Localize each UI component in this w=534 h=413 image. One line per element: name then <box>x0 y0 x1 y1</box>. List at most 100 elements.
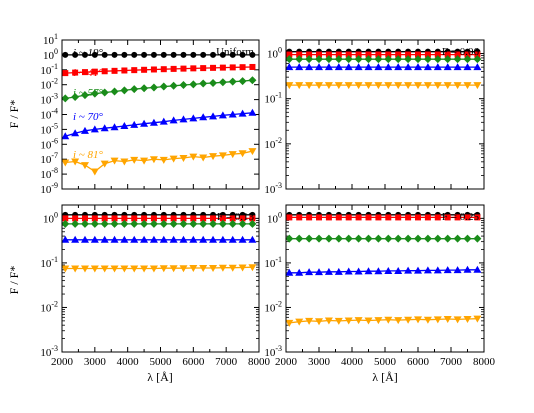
data-point <box>463 82 472 90</box>
data-point <box>71 129 80 137</box>
data-point <box>453 55 462 64</box>
data-point <box>120 121 129 129</box>
data-point <box>159 265 168 273</box>
data-point <box>285 234 294 243</box>
data-point <box>295 55 304 64</box>
data-point <box>130 156 139 164</box>
data-point <box>80 162 89 170</box>
data-point <box>334 317 343 325</box>
data-point <box>150 215 157 222</box>
data-point <box>169 81 178 90</box>
y-tick-label: 10-1 <box>264 91 282 106</box>
y-tick-label: 10-3 <box>264 181 282 196</box>
data-point <box>394 63 403 71</box>
data-point <box>149 235 158 243</box>
data-point <box>189 219 198 228</box>
data-point <box>199 154 208 162</box>
data-point <box>315 82 323 90</box>
data-point <box>414 316 422 324</box>
data-point <box>316 51 322 58</box>
x-tick-label: 6000 <box>407 356 430 368</box>
data-point <box>190 65 197 72</box>
data-point <box>384 82 393 90</box>
data-point <box>140 119 149 127</box>
data-point <box>423 316 432 324</box>
panel-bottom-left: 10-3 10-2 10-1 100 2000 3000 4000 5000 6000 7000 8… <box>40 204 271 368</box>
data-point <box>443 55 452 64</box>
y-tick-label: 10-8 <box>40 166 58 181</box>
data-point <box>120 219 129 228</box>
data-point <box>189 114 198 122</box>
data-point <box>248 219 257 228</box>
data-point <box>169 235 178 243</box>
data-point <box>305 317 314 325</box>
y-tick-label: 10-3 <box>40 92 58 107</box>
data-point <box>324 317 333 325</box>
data-point <box>344 267 353 275</box>
data-point <box>354 82 363 90</box>
data-point <box>110 123 119 131</box>
data-point <box>218 219 227 228</box>
data-point <box>209 219 218 228</box>
panel-content: 10-3 10-2 10-1 100 2000 3000 4000 5000 6000 7000 8… <box>40 205 271 368</box>
data-point <box>473 63 482 71</box>
data-point <box>90 168 99 176</box>
data-point <box>453 316 462 324</box>
data-point <box>121 51 128 58</box>
data-point <box>111 67 118 74</box>
data-point <box>344 63 353 71</box>
y-tick-label: 10-4 <box>40 107 58 122</box>
data-point <box>453 266 462 274</box>
data-point <box>306 214 313 221</box>
data-point <box>395 214 402 221</box>
data-point <box>286 51 293 58</box>
data-point <box>238 109 247 117</box>
data-point <box>285 63 294 71</box>
data-point <box>121 67 128 74</box>
data-point <box>335 214 342 221</box>
data-point <box>355 51 362 58</box>
data-point <box>315 268 323 276</box>
data-point <box>415 214 421 221</box>
data-point <box>238 150 247 158</box>
data-point <box>324 55 333 64</box>
data-point <box>159 82 168 91</box>
data-point <box>91 51 98 58</box>
data-point <box>334 234 343 243</box>
data-point <box>354 267 363 275</box>
x-tick-label: 8000 <box>248 356 271 368</box>
data-point <box>295 82 304 90</box>
data-point <box>180 51 187 58</box>
data-point <box>149 156 158 164</box>
data-point <box>218 78 227 87</box>
data-point <box>90 89 99 98</box>
data-point <box>324 234 333 243</box>
data-point <box>384 266 393 274</box>
data-point <box>394 317 403 325</box>
y-tick-label: 10-3 <box>264 344 282 359</box>
data-point <box>364 267 373 275</box>
data-point <box>189 235 198 243</box>
data-point <box>209 79 218 88</box>
x-tick-label: 6000 <box>182 356 205 368</box>
data-point <box>394 266 403 274</box>
data-point <box>415 51 421 58</box>
panel-top-left: 10-910-810-710-610-510-410-310-210-11001… <box>40 32 260 196</box>
data-point <box>131 67 138 74</box>
data-point <box>149 219 158 228</box>
data-point <box>141 66 148 73</box>
data-point <box>334 267 343 275</box>
y-tick-label: 100 <box>267 210 282 225</box>
data-point <box>354 234 363 243</box>
data-point <box>424 51 431 58</box>
data-point <box>335 51 342 58</box>
data-point <box>315 234 323 243</box>
data-point <box>345 214 352 221</box>
data-point <box>169 265 178 273</box>
data-point <box>364 63 373 71</box>
data-point <box>150 51 157 58</box>
data-point <box>179 115 188 123</box>
data-point <box>315 55 323 64</box>
data-point <box>159 235 168 243</box>
data-point <box>305 82 314 90</box>
